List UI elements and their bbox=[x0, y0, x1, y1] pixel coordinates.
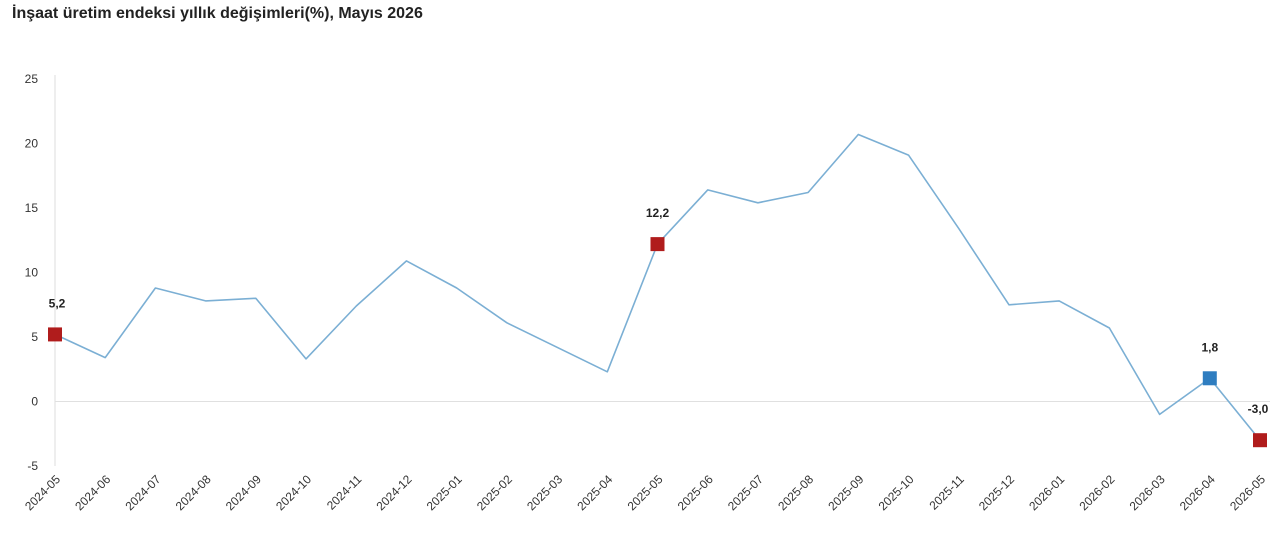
x-tick-label: 2024-10 bbox=[273, 472, 314, 513]
series-line bbox=[54, 133, 1261, 441]
x-tick-label: 2025-03 bbox=[524, 472, 565, 513]
x-tick-label: 2025-05 bbox=[625, 472, 666, 513]
data-label: 1,8 bbox=[1201, 340, 1218, 354]
y-tick-label: 25 bbox=[25, 72, 39, 86]
x-tick-label: 2024-11 bbox=[324, 472, 365, 513]
x-tick-label: 2025-06 bbox=[675, 472, 716, 513]
data-point-marker bbox=[1202, 371, 1217, 386]
x-tick-label: 2026-04 bbox=[1177, 472, 1218, 513]
y-tick-label: -5 bbox=[27, 459, 38, 473]
x-tick-label: 2025-12 bbox=[976, 472, 1017, 513]
chart-title: İnşaat üretim endeksi yıllık değişimleri… bbox=[12, 5, 423, 22]
x-tick-label: 2025-11 bbox=[926, 472, 967, 513]
x-tick-label: 2024-08 bbox=[173, 472, 214, 513]
x-tick-label: 2025-09 bbox=[825, 472, 866, 513]
y-tick-label: 5 bbox=[31, 330, 38, 344]
x-tick-label: 2024-07 bbox=[122, 472, 163, 513]
x-tick-label: 2024-05 bbox=[22, 472, 63, 513]
x-tick-label: 2025-10 bbox=[876, 472, 917, 513]
x-tick-label: 2024-09 bbox=[223, 472, 264, 513]
x-tick-label: 2025-07 bbox=[725, 472, 766, 513]
x-tick-label: 2026-03 bbox=[1127, 472, 1168, 513]
y-tick-label: 0 bbox=[31, 395, 38, 409]
x-tick-label: 2026-02 bbox=[1076, 472, 1117, 513]
x-tick-label: 2025-04 bbox=[574, 472, 615, 513]
y-tick-label: 20 bbox=[25, 137, 39, 151]
data-point-marker bbox=[48, 327, 62, 342]
x-tick-label: 2026-01 bbox=[1026, 472, 1067, 513]
y-tick-label: 15 bbox=[25, 201, 39, 215]
x-tick-label: 2024-06 bbox=[72, 472, 113, 513]
x-tick-label: 2025-02 bbox=[474, 472, 515, 513]
x-tick-label: 2026-05 bbox=[1227, 472, 1268, 513]
data-label: -3,0 bbox=[1248, 402, 1269, 416]
data-point-marker bbox=[650, 237, 665, 252]
x-tick-label: 2025-01 bbox=[424, 472, 465, 513]
y-tick-label: 10 bbox=[25, 266, 39, 280]
x-tick-label: 2024-12 bbox=[374, 472, 415, 513]
x-tick-label: 2025-08 bbox=[775, 472, 816, 513]
data-label: 5,2 bbox=[49, 296, 66, 310]
data-label: 12,2 bbox=[646, 206, 670, 220]
data-point-marker bbox=[1253, 433, 1267, 448]
